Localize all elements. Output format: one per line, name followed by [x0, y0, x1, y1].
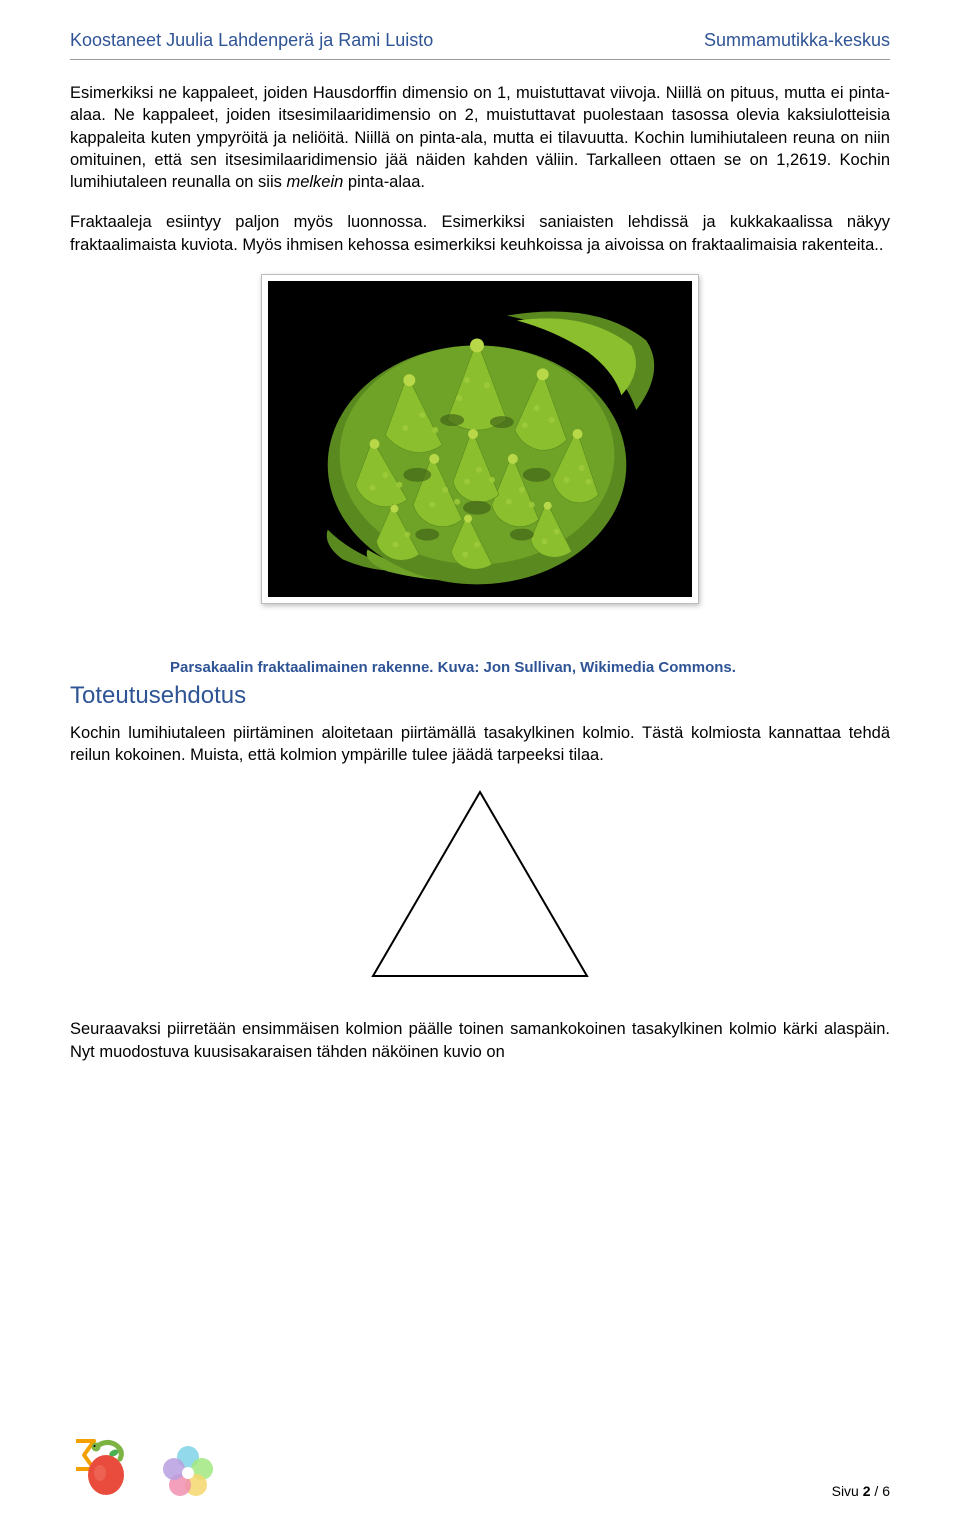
flower-logo-icon: [160, 1443, 216, 1499]
page-header: Koostaneet Juulia Lahdenperä ja Rami Lui…: [70, 30, 890, 51]
page-number: Sivu 2 / 6: [832, 1483, 890, 1499]
section-heading: Toteutusehdotus: [70, 682, 890, 710]
paragraph-4: Seuraavaksi piirretään ensimmäisen kolmi…: [70, 1018, 890, 1063]
p1-italic: melkein: [286, 173, 343, 191]
triangle-figure: [70, 784, 890, 984]
figure-caption: Parsakaalin fraktaalimainen rakenne. Kuv…: [170, 659, 890, 676]
page-footer: Sivu 2 / 6: [70, 1435, 890, 1499]
footer-logos: [70, 1435, 216, 1499]
header-authors: Koostaneet Juulia Lahdenperä ja Rami Lui…: [70, 30, 433, 51]
paragraph-1: Esimerkiksi ne kappaleet, joiden Hausdor…: [70, 82, 890, 193]
figure-image: [268, 281, 692, 597]
summamutikka-logo-icon: [70, 1435, 132, 1499]
figure-container: [70, 274, 890, 604]
p1-text-a: Esimerkiksi ne kappaleet, joiden Hausdor…: [70, 84, 890, 191]
romanesco-illustration: [268, 281, 692, 597]
header-center: Summamutikka-keskus: [704, 30, 890, 51]
page-current: 2: [863, 1483, 871, 1499]
triangle-svg: [365, 784, 595, 984]
header-divider: [70, 59, 890, 60]
page-total: 6: [882, 1483, 890, 1499]
paragraph-3: Kochin lumihiutaleen piirtäminen aloitet…: [70, 722, 890, 767]
page-sep: /: [871, 1483, 883, 1499]
p1-text-b: pinta-alaa.: [343, 173, 425, 191]
figure-frame: [261, 274, 699, 604]
paragraph-2: Fraktaaleja esiintyy paljon myös luonnos…: [70, 211, 890, 256]
page-label: Sivu: [832, 1483, 863, 1499]
